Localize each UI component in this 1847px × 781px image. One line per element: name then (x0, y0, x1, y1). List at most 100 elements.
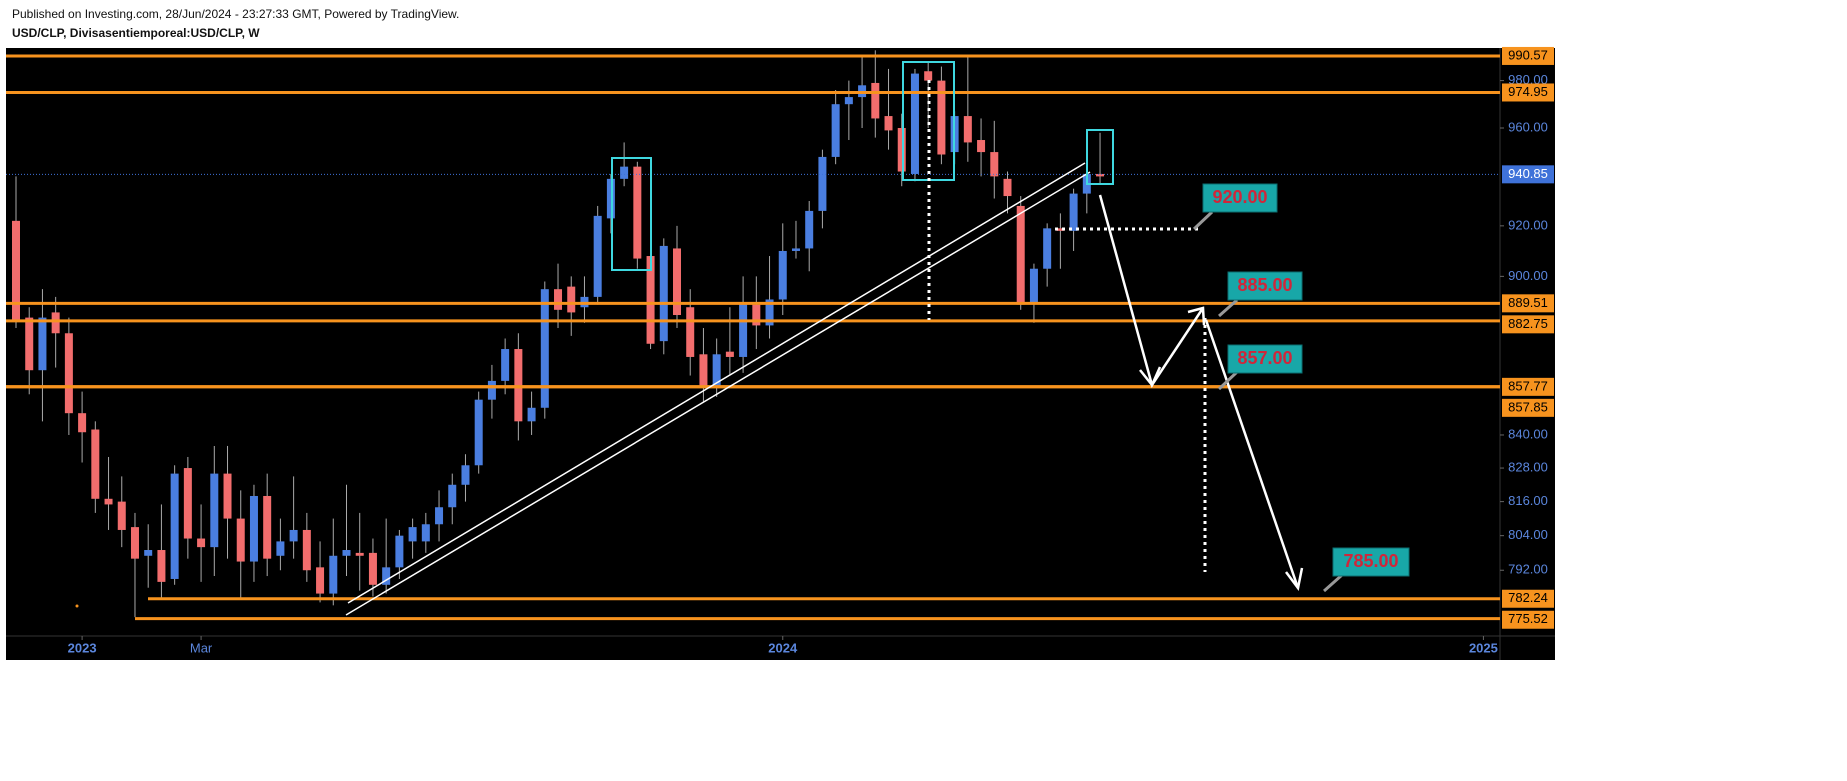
trend-line (345, 171, 1091, 616)
candle-body (316, 567, 325, 594)
candle-body (1003, 178, 1012, 197)
level-label: 857.77 (1508, 378, 1548, 393)
connector (1217, 370, 1239, 391)
candle-body (435, 507, 444, 525)
candle-body (739, 302, 748, 357)
level-label-box (1502, 315, 1554, 334)
candle-body (844, 97, 853, 105)
candle-body (910, 73, 919, 174)
candle-body (593, 215, 602, 297)
level-label-box (1502, 294, 1554, 313)
candle-body (527, 407, 536, 422)
candle-body (871, 82, 880, 119)
candle-body (12, 220, 20, 321)
level-label: 775.52 (1508, 611, 1548, 626)
x-tick-label: 2023 (68, 640, 97, 655)
x-tick-label: 2024 (768, 640, 798, 655)
candle-body (64, 333, 73, 414)
y-tick-label: 900.00 (1508, 268, 1548, 283)
candle-body (633, 166, 642, 259)
y-tick-label: 960.00 (1508, 119, 1548, 134)
candle-body (699, 354, 708, 387)
drawings (345, 61, 1410, 616)
candle-body (170, 473, 179, 579)
candle-body (117, 501, 126, 530)
candle-body (157, 550, 166, 582)
candle-body (91, 429, 100, 499)
candle-body (487, 380, 496, 400)
candle-body (620, 166, 629, 179)
level-label: 889.51 (1508, 295, 1548, 310)
candle-body (236, 518, 245, 562)
candle-body (818, 156, 827, 211)
annotation-box (1332, 547, 1410, 577)
plot-area (12, 50, 1105, 618)
trend-line (347, 162, 1086, 604)
candle-body (725, 351, 734, 357)
level-label-box (1502, 377, 1554, 396)
annotation-label: 920.00 (1212, 187, 1267, 207)
candle-body (712, 354, 721, 387)
candle-body (924, 71, 933, 81)
candle-body (686, 307, 695, 357)
candle-body (289, 529, 298, 542)
y-tick-label: 980.00 (1508, 72, 1548, 87)
candle-body (223, 473, 232, 519)
candle-body (963, 116, 972, 143)
plot-background (6, 48, 1555, 660)
candle-body (897, 128, 906, 172)
connector (1323, 573, 1343, 593)
candle-body (104, 498, 113, 505)
chart-title: USD/CLP, Divisasentiemporeal:USD/CLP, W (12, 26, 260, 40)
marker-dot (75, 604, 79, 608)
candle-body (276, 541, 285, 556)
candle-body (501, 349, 510, 381)
level-label: 857.85 (1508, 399, 1548, 414)
arrow-head (1139, 366, 1162, 388)
candle-body (805, 210, 814, 249)
candle-body (791, 248, 800, 251)
candle-body (540, 289, 549, 408)
level-label: 782.24 (1508, 590, 1548, 605)
candle-body (646, 256, 655, 344)
x-tick-label: Mar (190, 640, 213, 655)
candle-body (421, 524, 430, 542)
candle-body (51, 312, 60, 334)
highlight-box (611, 157, 652, 271)
candle-body (659, 245, 668, 342)
candle-body (448, 484, 457, 508)
annotation-box (1227, 271, 1303, 301)
level-label-box (1502, 46, 1554, 65)
level-label-box (1502, 83, 1554, 102)
y-tick-label: 840.00 (1508, 426, 1548, 441)
candle-body (831, 104, 840, 157)
candle-body (355, 552, 364, 556)
candle-body (937, 80, 946, 155)
level-label: 990.57 (1508, 47, 1548, 62)
annotation-label: 857.00 (1237, 348, 1292, 368)
arrow-head (1187, 306, 1206, 326)
level-label-box (1502, 398, 1554, 417)
candle-body (368, 552, 377, 585)
connector (1218, 298, 1238, 318)
level-label-box (1502, 610, 1554, 629)
x-tick-label: 2025 (1469, 640, 1498, 655)
candle-body (1029, 268, 1038, 303)
highlight-box (1086, 129, 1114, 185)
candle-body (130, 527, 139, 559)
y-tick-label: 920.00 (1508, 217, 1548, 232)
annotation-box (1202, 183, 1278, 213)
level-label-box (1502, 589, 1554, 608)
candle-body (144, 550, 153, 556)
last-price-label: 940.85 (1508, 166, 1548, 181)
annotation-label: 885.00 (1237, 275, 1292, 295)
level-label: 882.75 (1508, 316, 1548, 331)
candle-body (977, 140, 986, 153)
candle-body (302, 529, 311, 571)
last-price-box (1502, 165, 1554, 184)
y-tick-label: 816.00 (1508, 493, 1548, 508)
y-tick-label: 828.00 (1508, 459, 1548, 474)
chart-subtitle: Published on Investing.com, 28/Jun/2024 … (12, 7, 459, 21)
y-tick-label: 792.00 (1508, 562, 1548, 577)
